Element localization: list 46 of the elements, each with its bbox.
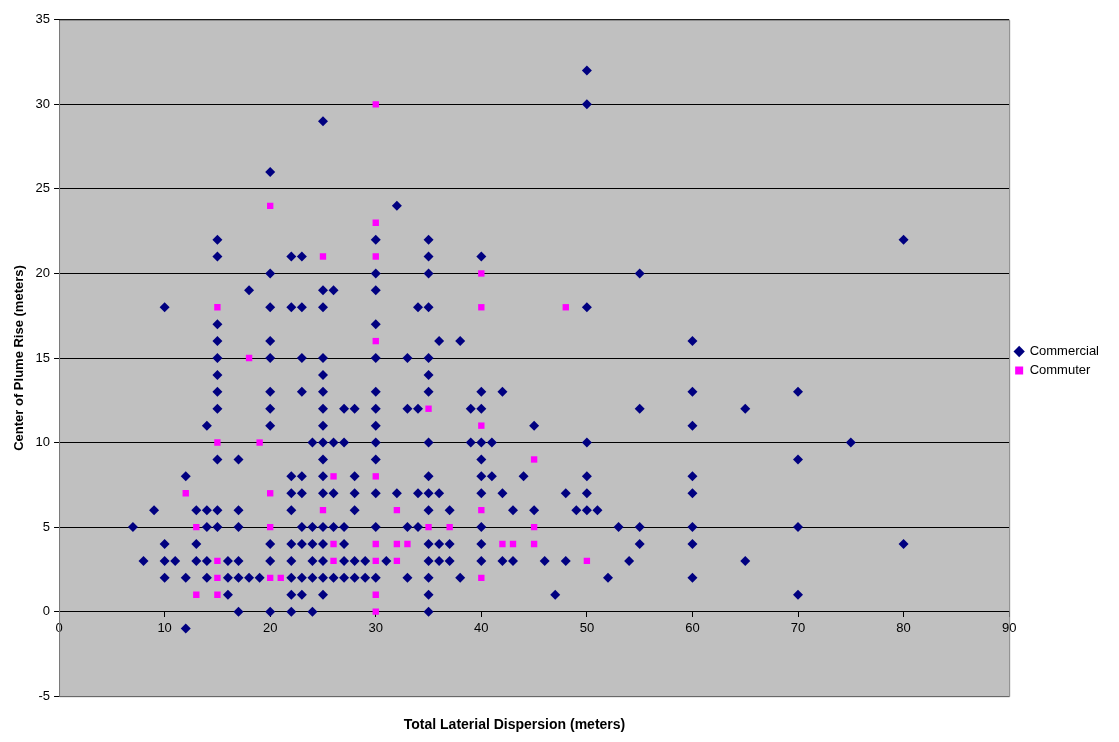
point (478, 270, 485, 277)
point (214, 439, 221, 446)
y-tick-label: 30 (35, 95, 51, 111)
y-tick-label: 25 (35, 180, 51, 196)
point (330, 540, 337, 548)
point (330, 473, 337, 480)
x-tick-label: 90 (1001, 620, 1017, 636)
point (214, 304, 221, 311)
point (214, 591, 221, 598)
legend-label: Commuter (1029, 362, 1092, 378)
point (330, 557, 337, 565)
point (372, 101, 379, 108)
y-tick-label: 20 (35, 265, 51, 281)
point (256, 439, 263, 446)
point (372, 473, 379, 480)
x-tick-label: 70 (790, 620, 806, 636)
point (478, 304, 485, 311)
y-tick-label: 0 (42, 603, 51, 619)
y-tick-label: -5 (38, 687, 51, 703)
point (478, 574, 485, 582)
x-tick-label: 50 (579, 620, 595, 636)
y-tick-label: 10 (35, 434, 51, 450)
y-tick-label: 35 (35, 11, 51, 27)
x-tick-label: 20 (262, 620, 278, 636)
point (478, 507, 485, 514)
x-tick-label: 10 (157, 620, 172, 636)
point (446, 523, 453, 531)
point (478, 422, 485, 429)
point (425, 405, 432, 412)
point (499, 540, 506, 548)
point (214, 557, 221, 565)
point (404, 540, 411, 548)
y-tick-label: 15 (35, 349, 51, 365)
point (319, 253, 327, 260)
x-tick-label: 40 (474, 620, 489, 636)
point (214, 574, 221, 582)
x-tick-label: 80 (896, 620, 911, 636)
point (372, 253, 379, 260)
x-tick-label: 30 (368, 620, 383, 636)
point (425, 523, 432, 531)
y-axis-title: Center of Plume Rise (meters) (11, 265, 27, 451)
point (530, 456, 538, 463)
y-tick-label: 5 (42, 518, 51, 534)
x-axis-title: Total Laterial Dispersion (meters) (402, 716, 627, 732)
x-tick-label: 60 (685, 620, 700, 636)
legend-label: Commercial (1029, 343, 1100, 359)
